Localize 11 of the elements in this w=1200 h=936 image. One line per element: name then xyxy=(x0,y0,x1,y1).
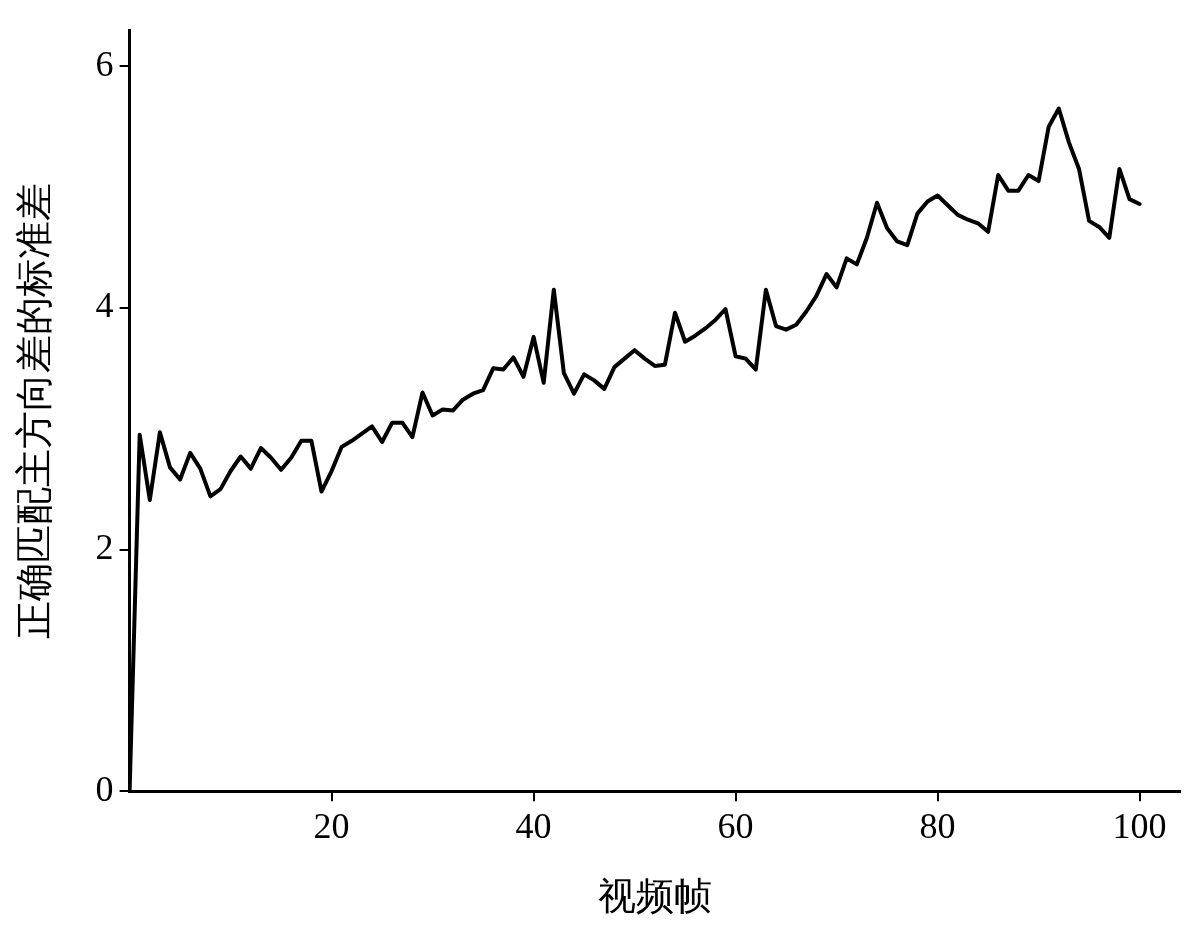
x-tick-label: 40 xyxy=(515,806,552,847)
x-axis-title: 视频帧 xyxy=(597,875,712,918)
y-tick-label: 2 xyxy=(95,527,114,567)
x-tick-label: 100 xyxy=(1112,806,1167,847)
x-tick-label: 20 xyxy=(313,806,350,847)
y-tick-label: 4 xyxy=(95,285,114,326)
x-tick-label: 80 xyxy=(919,806,956,847)
y-tick-label: 6 xyxy=(95,43,114,84)
y-tick-label: 0 xyxy=(95,768,114,809)
y-axis-title: 正确匹配主方向差的标准差 xyxy=(12,182,55,639)
x-tick-label: 60 xyxy=(717,806,754,847)
